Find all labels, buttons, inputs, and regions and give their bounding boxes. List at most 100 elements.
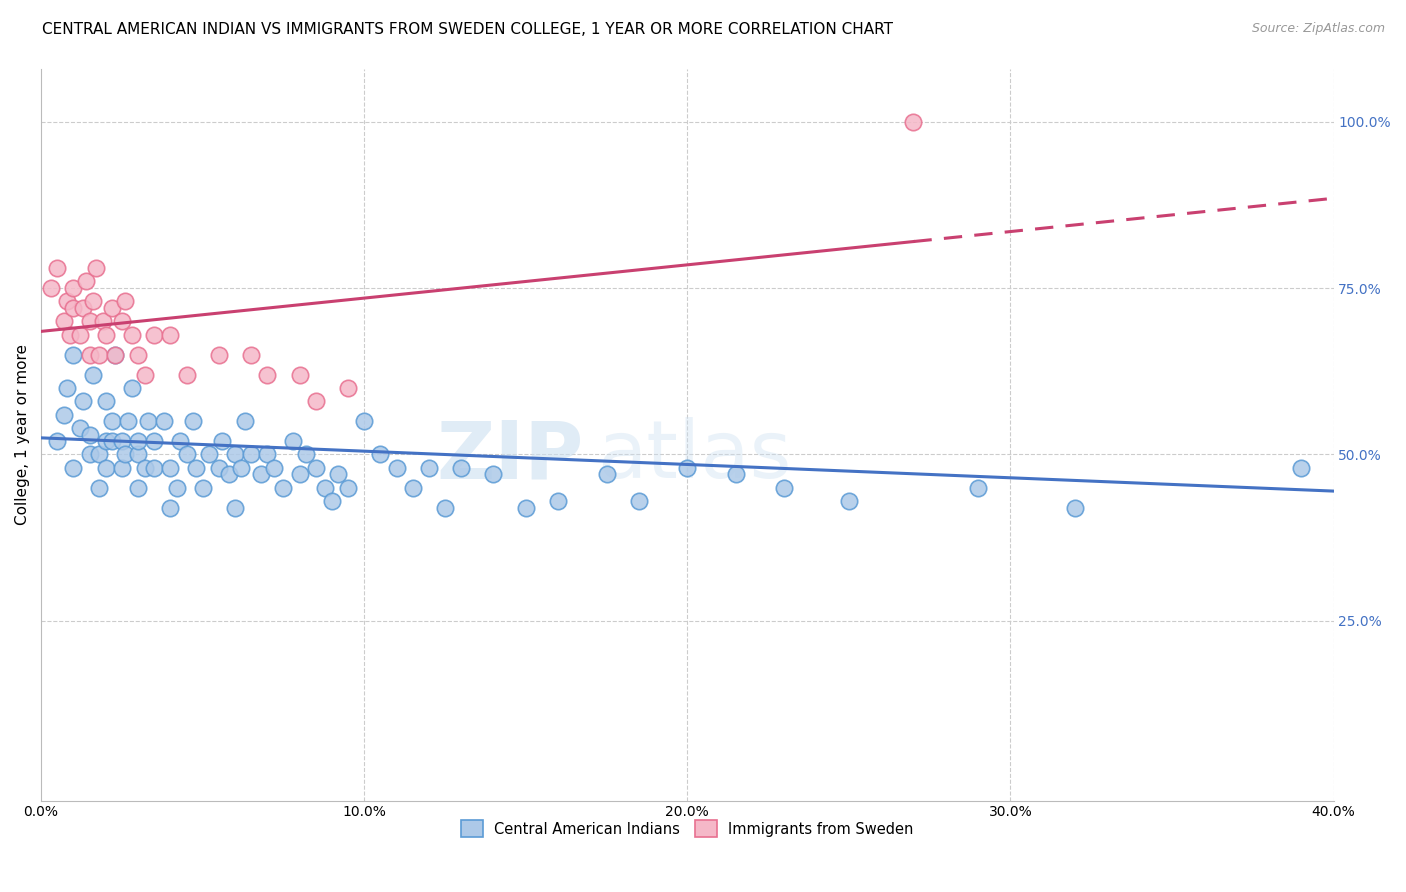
Point [91, 314, 114, 328]
Point [134, 368, 156, 382]
Point [402, 481, 425, 495]
Point [72, 301, 94, 315]
Point [321, 494, 343, 508]
Point [240, 448, 263, 462]
Point [176, 368, 198, 382]
Y-axis label: College, 1 year or more: College, 1 year or more [15, 344, 30, 525]
Point [89, 448, 111, 462]
Point [305, 394, 328, 409]
Point [233, 414, 256, 428]
Point [482, 467, 505, 482]
Text: atlas: atlas [596, 417, 792, 495]
Point [273, 481, 295, 495]
Point [224, 500, 246, 515]
Point [515, 500, 537, 515]
Point [143, 460, 166, 475]
Point [101, 414, 124, 428]
Point [595, 467, 617, 482]
Point [89, 348, 111, 362]
Point [967, 481, 990, 495]
Point [159, 500, 181, 515]
Point [198, 448, 221, 462]
Point [256, 448, 278, 462]
Point [295, 448, 318, 462]
Point [838, 494, 860, 508]
Point [724, 467, 747, 482]
Point [127, 448, 149, 462]
Text: ZIP: ZIP [437, 417, 583, 495]
Point [231, 460, 253, 475]
Point [62, 348, 84, 362]
Point [104, 348, 127, 362]
Point [208, 460, 231, 475]
Point [94, 327, 117, 342]
Point [56, 294, 79, 309]
Point [72, 394, 94, 409]
Point [84, 261, 107, 276]
Point [111, 460, 134, 475]
Point [418, 460, 440, 475]
Point [169, 434, 191, 449]
Point [127, 434, 149, 449]
Point [104, 348, 127, 362]
Point [89, 481, 111, 495]
Point [1064, 500, 1087, 515]
Point [94, 434, 117, 449]
Point [263, 460, 285, 475]
Text: CENTRAL AMERICAN INDIAN VS IMMIGRANTS FROM SWEDEN COLLEGE, 1 YEAR OR MORE CORREL: CENTRAL AMERICAN INDIAN VS IMMIGRANTS FR… [42, 22, 893, 37]
Point [62, 460, 84, 475]
Point [69, 421, 91, 435]
Point [52, 408, 75, 422]
Point [75, 275, 97, 289]
Point [117, 414, 139, 428]
Point [676, 460, 699, 475]
Point [211, 434, 233, 449]
Point [127, 348, 149, 362]
Point [82, 294, 104, 309]
Point [79, 314, 101, 328]
Point [903, 114, 925, 128]
Point [250, 467, 273, 482]
Point [79, 427, 101, 442]
Point [159, 460, 181, 475]
Point [281, 434, 304, 449]
Point [46, 261, 69, 276]
Point [385, 460, 408, 475]
Point [94, 460, 117, 475]
Point [240, 348, 263, 362]
Point [134, 460, 156, 475]
Point [62, 281, 84, 295]
Point [186, 460, 208, 475]
Point [433, 500, 456, 515]
Point [94, 394, 117, 409]
Point [121, 327, 143, 342]
Text: Source: ZipAtlas.com: Source: ZipAtlas.com [1251, 22, 1385, 36]
Point [256, 368, 278, 382]
Legend: Central American Indians, Immigrants from Sweden: Central American Indians, Immigrants fro… [454, 813, 921, 845]
Point [121, 381, 143, 395]
Point [627, 494, 650, 508]
Point [82, 368, 104, 382]
Point [46, 434, 69, 449]
Point [39, 281, 62, 295]
Point [191, 481, 214, 495]
Point [111, 434, 134, 449]
Point [328, 467, 350, 482]
Point [153, 414, 176, 428]
Point [218, 467, 240, 482]
Point [224, 448, 246, 462]
Point [159, 327, 181, 342]
Point [143, 434, 166, 449]
Point [136, 414, 159, 428]
Point [337, 481, 360, 495]
Point [314, 481, 336, 495]
Point [111, 314, 134, 328]
Point [370, 448, 392, 462]
Point [69, 327, 91, 342]
Point [337, 381, 360, 395]
Point [114, 448, 136, 462]
Point [114, 294, 136, 309]
Point [353, 414, 375, 428]
Point [208, 348, 231, 362]
Point [79, 348, 101, 362]
